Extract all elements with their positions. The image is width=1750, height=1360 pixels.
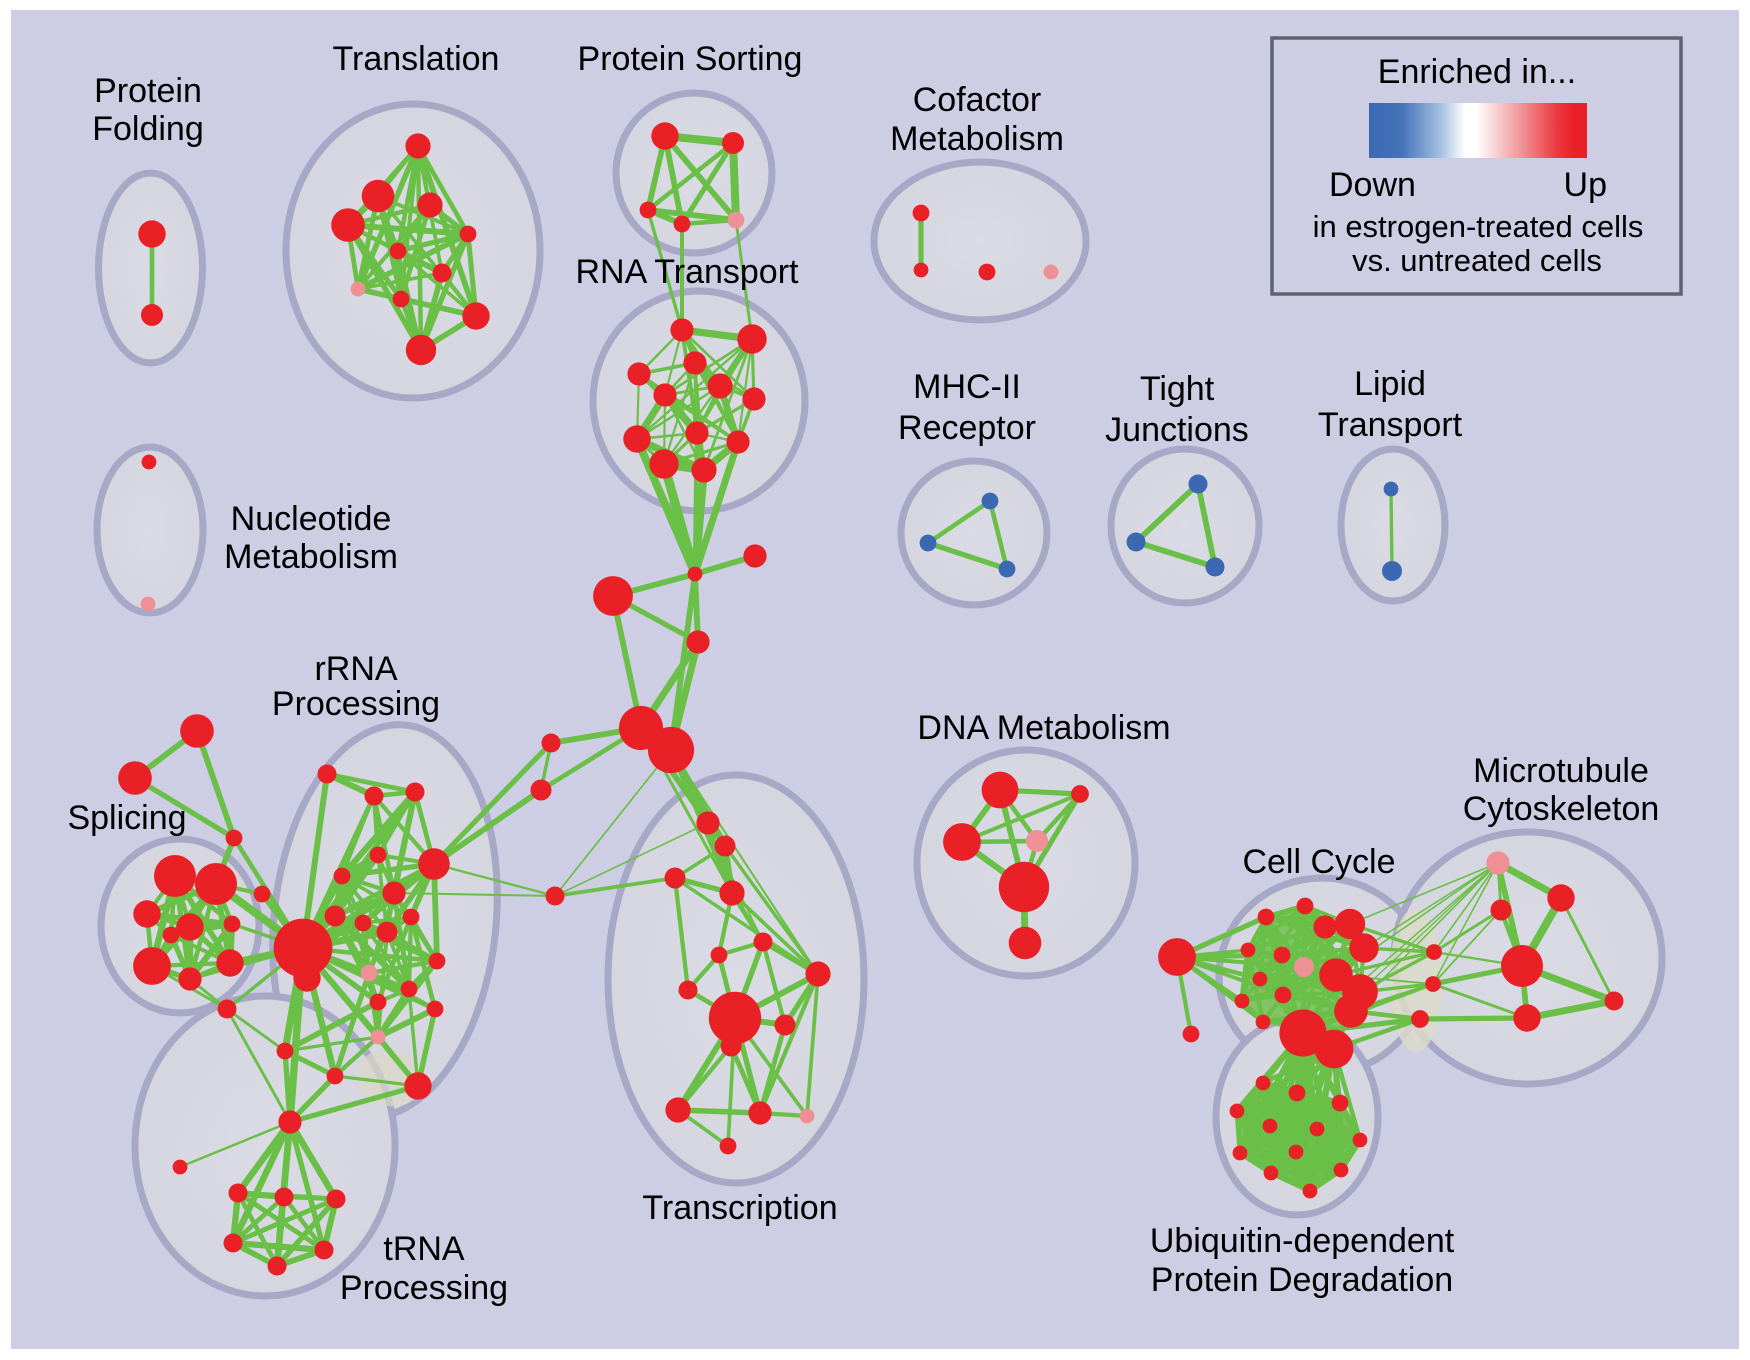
svg-text:Tight: Tight — [1140, 370, 1215, 408]
svg-text:Microtubule: Microtubule — [1473, 752, 1649, 790]
svg-text:Ubiquitin-dependent: Ubiquitin-dependent — [1150, 1222, 1455, 1260]
svg-text:in estrogen-treated cells: in estrogen-treated cells — [1313, 209, 1644, 244]
svg-text:Translation: Translation — [333, 40, 500, 78]
svg-text:Metabolism: Metabolism — [224, 538, 398, 576]
svg-text:Up: Up — [1564, 166, 1607, 204]
svg-text:DNA Metabolism: DNA Metabolism — [917, 709, 1170, 747]
svg-text:Processing: Processing — [272, 685, 440, 723]
svg-text:Transcription: Transcription — [642, 1189, 837, 1227]
svg-text:Protein Sorting: Protein Sorting — [578, 40, 803, 78]
svg-text:Folding: Folding — [92, 110, 204, 148]
svg-text:Protein: Protein — [94, 72, 202, 110]
svg-text:vs. untreated cells: vs. untreated cells — [1352, 243, 1602, 278]
svg-text:Cytoskeleton: Cytoskeleton — [1463, 790, 1660, 828]
svg-text:Nucleotide: Nucleotide — [231, 500, 392, 538]
svg-text:rRNA: rRNA — [314, 650, 397, 688]
svg-text:Junctions: Junctions — [1105, 411, 1249, 449]
svg-text:Metabolism: Metabolism — [890, 120, 1064, 158]
svg-text:Splicing: Splicing — [67, 799, 186, 837]
svg-text:MHC-II: MHC-II — [913, 368, 1021, 406]
svg-text:Protein Degradation: Protein Degradation — [1151, 1261, 1453, 1299]
svg-text:tRNA: tRNA — [383, 1230, 465, 1268]
svg-text:Cofactor: Cofactor — [913, 81, 1042, 119]
svg-text:Receptor: Receptor — [898, 409, 1036, 447]
svg-text:Processing: Processing — [340, 1269, 508, 1307]
svg-text:Lipid: Lipid — [1354, 365, 1426, 403]
svg-text:Cell Cycle: Cell Cycle — [1242, 843, 1395, 881]
svg-text:Down: Down — [1329, 166, 1416, 204]
svg-text:RNA Transport: RNA Transport — [576, 253, 800, 291]
svg-text:Transport: Transport — [1318, 406, 1463, 444]
svg-text:Enriched in...: Enriched in... — [1378, 53, 1576, 91]
